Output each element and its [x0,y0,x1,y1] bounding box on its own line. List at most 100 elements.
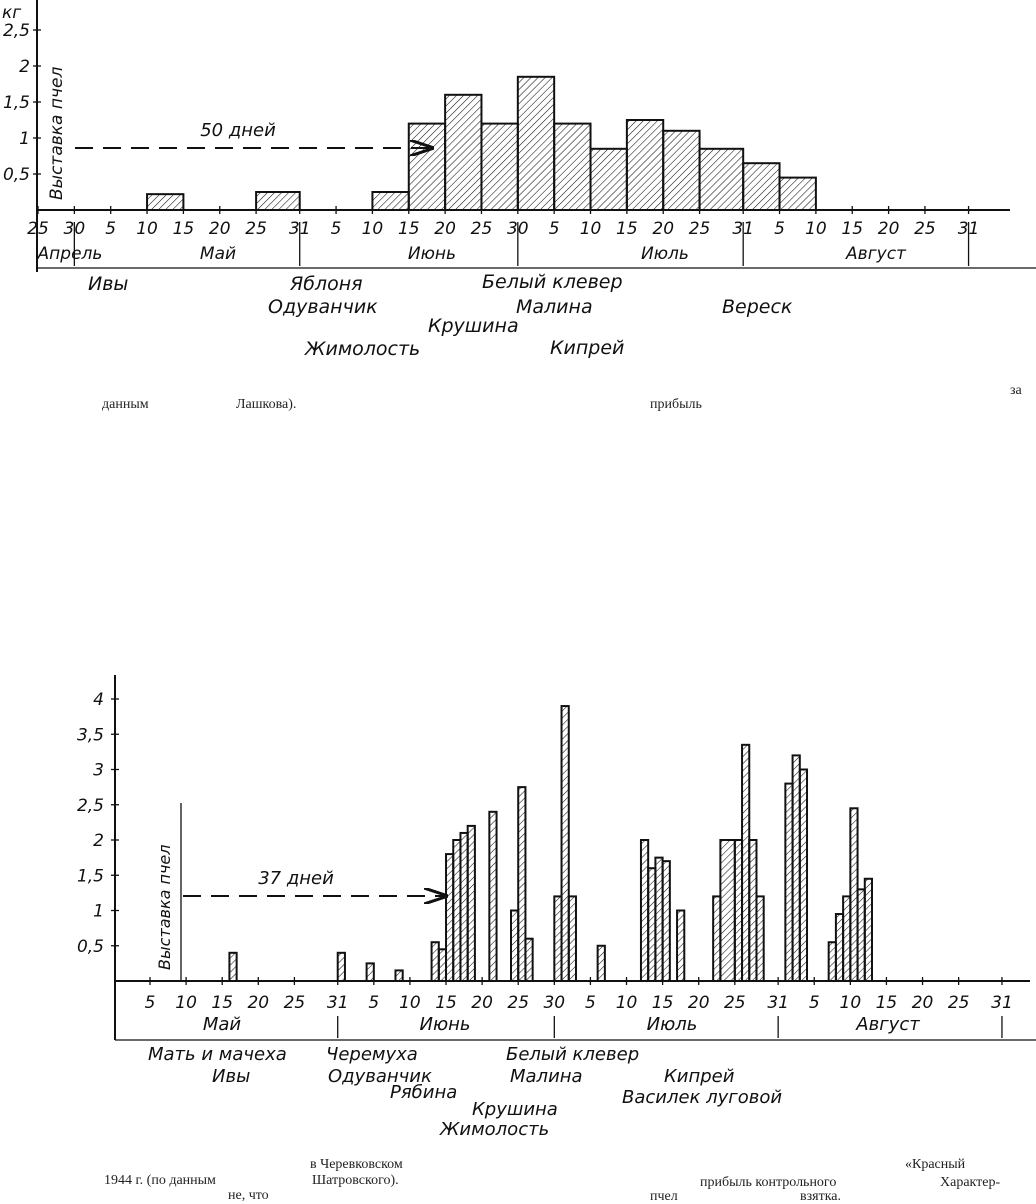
month-label: Май [203,1014,242,1035]
plant-label: Крушина [472,1099,558,1120]
x-tick-label: 10 [616,993,638,1013]
x-tick-label: 15 [435,993,457,1013]
bar [733,839,744,982]
x-tick-label: 10 [580,219,602,239]
caption-word: Шатровского). [312,1173,399,1188]
y-tick-label: 2,5 [77,796,104,816]
x-tick-label: 31 [991,993,1013,1013]
bar [596,944,606,982]
bar [625,119,665,211]
x-tick-label: 15 [876,993,898,1013]
caption-word: 1944 г. (по данным [104,1173,216,1188]
month-label: Июнь [420,1014,471,1035]
month-label: Апрель [37,244,103,264]
month-label: Август [855,1014,920,1035]
bar [228,951,238,982]
bar [517,786,527,982]
x-tick-label: 31 [767,993,789,1013]
x-tick-label: 5 [585,993,596,1013]
bar [146,193,185,212]
x-tick-label: 20 [912,993,934,1013]
bar [712,895,722,983]
bar [661,860,671,983]
month-label: Июль [647,1014,698,1035]
plant-label: Черемуха [326,1044,418,1065]
caption-word: прибыль контрольного [700,1175,836,1190]
x-tick-label: 15 [398,219,420,239]
x-tick-label: 15 [211,993,233,1013]
x-tick-label: 20 [878,219,900,239]
y-tick-label: 1 [93,902,104,922]
y-tick-label: 1,5 [77,866,104,886]
x-tick-label: 5 [774,219,785,239]
month-label: Июль [641,244,689,264]
plant-label: Кипрей [550,337,624,359]
x-tick-label: 20 [209,219,231,239]
bar [798,768,809,982]
x-tick-label: 25 [245,219,267,239]
y-tick-label: 0,5 [77,937,104,957]
x-tick-label: 5 [105,219,116,239]
bar [834,913,845,983]
month-label: Август [845,244,907,264]
y-unit-label: кг [2,3,21,23]
x-tick-label: 30 [543,993,565,1013]
bar [778,176,817,212]
bar [784,782,794,982]
x-tick-label: 15 [173,219,195,239]
y-tick-label: 2 [19,57,30,77]
bar [394,969,404,982]
plant-label: Одуванчик [268,296,378,318]
bar [639,839,650,982]
chart-2: 4 3,5 3 2,5 2 1,5 1 0,5 Выставка пчел 5 10 15 20 25 31… [77,675,1036,1140]
bar [742,162,781,211]
x-tick-label: 10 [362,219,384,239]
x-tick-label: 5 [809,993,820,1013]
x-tick-label: 5 [368,993,379,1013]
bar [444,93,483,211]
bar [255,191,301,211]
month-label: Май [200,244,236,264]
x-tick-label: 25 [948,993,970,1013]
caption-word: «Красный [905,1157,966,1172]
x-tick-label: 25 [27,219,49,239]
bar [676,909,686,982]
bar [791,754,801,983]
plant-label: Одуванчик [328,1066,432,1087]
month-label: Июнь [408,244,456,264]
bar [516,75,556,211]
x-tick-label: 5 [331,219,342,239]
caption-word: пчел [650,1189,678,1204]
y-tick-label: 2,5 [3,21,30,41]
bar [452,839,462,982]
caption-word: Характер- [940,1175,1000,1190]
y-tick-label: 4 [93,690,104,710]
bar [755,895,765,983]
x-tick-label: 25 [724,993,746,1013]
y-tick-label: 0,5 [3,165,30,185]
plant-label: Белый клевер [482,271,623,293]
bar [827,941,837,982]
x-tick-label: 15 [841,219,863,239]
y-tick-label: 1 [19,129,30,149]
plant-label: Крушина [428,315,519,337]
x-tick-label: 20 [471,993,493,1013]
plant-label: Жимолость [439,1119,549,1140]
plant-label: Кипрей [664,1066,735,1087]
bar [437,948,448,983]
y-axis-text: Выставка пчел [47,67,67,200]
x-tick-label: 10 [399,993,421,1013]
x-tick-label: 25 [284,993,306,1013]
bar [480,122,519,211]
bar [748,839,758,982]
plant-label: Яблоня [289,273,363,295]
plant-label: Малина [516,296,593,318]
caption-word: прибыль [650,397,702,412]
bar [430,941,440,982]
bar [466,824,476,983]
captions: данным Лашкова). прибыль за 1944 г. (по … [102,383,1023,1204]
bar [589,147,628,212]
bar [407,122,447,211]
bar [553,122,592,211]
